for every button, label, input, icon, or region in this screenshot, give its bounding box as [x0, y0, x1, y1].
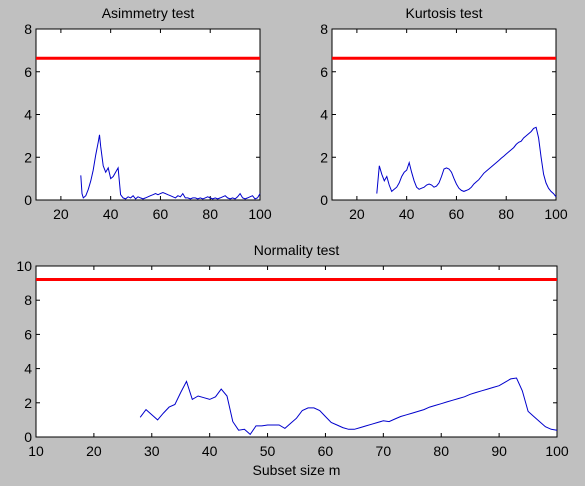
- y-tick-label: 8: [320, 21, 328, 37]
- y-tick-label: 6: [24, 326, 32, 342]
- subplot-2: 20 40 60 80 100 0 2 4 6 8 Kurtosis test: [320, 5, 568, 222]
- plot-area: [35, 28, 261, 201]
- x-tick-label: 80: [498, 206, 514, 222]
- x-tick-label: 100: [544, 206, 568, 222]
- x-tick-label: 60: [153, 206, 169, 222]
- y-tick-label: 6: [320, 64, 328, 80]
- y-tick-label: 0: [320, 192, 328, 208]
- y-tick-label: 2: [24, 149, 32, 165]
- plot-area: [331, 28, 557, 201]
- y-tick-label: 4: [24, 361, 32, 377]
- x-tick-label: 100: [248, 206, 272, 222]
- plot-area: [35, 265, 558, 438]
- y-tick-label: 2: [24, 395, 32, 411]
- x-tick-label: 30: [144, 443, 160, 459]
- x-tick-label: 20: [86, 443, 102, 459]
- series-line: [80, 134, 261, 200]
- x-axis-label: Subset size m: [253, 462, 341, 478]
- x-tick-label: 10: [28, 443, 44, 459]
- x-tick-label: 20: [349, 206, 365, 222]
- x-tick-label: 20: [53, 206, 69, 222]
- x-tick-label: 40: [103, 206, 119, 222]
- series-line: [376, 126, 557, 198]
- x-tick-label: 60: [449, 206, 465, 222]
- x-tick-label: 40: [202, 443, 218, 459]
- y-tick-label: 8: [24, 292, 32, 308]
- subplot-3: 10 20 30 40 50 60 70 80 90 100 0 2 4 6 8 10 Normality te…: [16, 242, 568, 478]
- x-tick-label: 50: [260, 443, 276, 459]
- y-tick-label: 8: [24, 21, 32, 37]
- x-tick-label: 40: [399, 206, 415, 222]
- chart-title: Normality test: [254, 242, 340, 258]
- x-tick-label: 90: [491, 443, 507, 459]
- x-tick-label: 80: [433, 443, 449, 459]
- x-tick-label: 100: [545, 443, 569, 459]
- chart-title: Kurtosis test: [405, 5, 482, 21]
- x-tick-label: 70: [376, 443, 392, 459]
- y-tick-label: 10: [16, 258, 32, 274]
- y-tick-label: 2: [320, 149, 328, 165]
- x-tick-label: 80: [202, 206, 218, 222]
- y-tick-label: 0: [24, 429, 32, 445]
- y-tick-label: 0: [24, 192, 32, 208]
- y-tick-label: 4: [24, 107, 32, 123]
- y-tick-label: 6: [24, 64, 32, 80]
- subplot-1: 20 40 60 80 100 0 2 4 6 8 Asimmetry test: [24, 5, 272, 222]
- x-tick-label: 60: [318, 443, 334, 459]
- y-tick-label: 4: [320, 107, 328, 123]
- series-line: [139, 377, 558, 436]
- chart-title: Asimmetry test: [102, 5, 195, 21]
